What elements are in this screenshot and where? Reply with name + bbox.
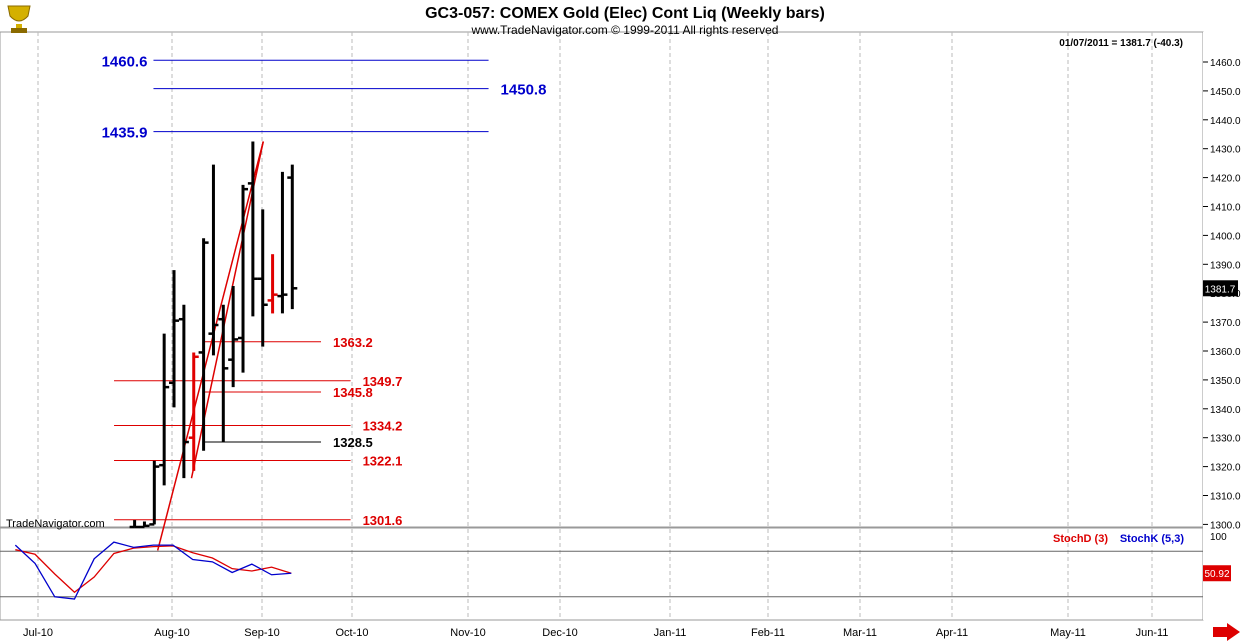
ohlc-bar [198, 238, 209, 451]
y-tick-label: 1300.0 [1210, 520, 1241, 531]
ohlc-bar [178, 304, 189, 479]
y-tick-label: 1320.0 [1210, 463, 1241, 474]
y-tick-label: 1350.0 [1210, 376, 1241, 387]
x-tick-label: Nov-10 [450, 627, 485, 639]
y-tick-label: 1410.0 [1210, 203, 1241, 214]
x-tick-label: Sep-10 [244, 627, 279, 639]
x-tick-label: Apr-11 [936, 627, 968, 639]
y-tick-label: 1400.0 [1210, 231, 1241, 242]
x-tick-label: Feb-11 [751, 627, 785, 639]
ohlc-bar [287, 164, 298, 310]
x-tick-label: Aug-10 [154, 627, 189, 639]
stochastic-layer [0, 541, 1203, 600]
axis-layer: Jul-10 Aug-10 Sep-10 Oct-10 Nov-10 Dec-10 Jan-… [23, 58, 1241, 639]
x-tick-label: May-11 [1050, 627, 1086, 639]
ohlc-bar [159, 333, 170, 486]
level-label: 1349.7 [363, 374, 403, 389]
ohlc-bar [228, 285, 239, 388]
chart-title: GC3-057: COMEX Gold (Elec) Cont Liq (Wee… [425, 5, 825, 22]
stoch-y-tick-label: 100 [1210, 532, 1227, 543]
ohlc-bar [218, 304, 229, 443]
ohlc-bar [247, 141, 258, 317]
x-tick-label: Oct-10 [335, 627, 368, 639]
x-tick-label: Jul-10 [23, 627, 53, 639]
y-tick-label: 1360.0 [1210, 347, 1241, 358]
logo-icon [7, 5, 31, 33]
level-label: 1460.6 [102, 53, 148, 70]
ohlc-bar [257, 209, 268, 347]
level-label: 1334.2 [363, 419, 403, 434]
last-price-info: 01/07/2011 = 1381.7 (-40.3) [1059, 38, 1183, 49]
price-axis [1203, 32, 1250, 620]
level-label: 1363.2 [333, 335, 373, 350]
level-label: 1322.1 [363, 454, 403, 469]
y-tick-label: 1420.0 [1210, 174, 1241, 185]
stoch-series-line-0 [15, 545, 292, 594]
level-label: 1301.6 [363, 513, 403, 528]
y-tick-label: 1460.0 [1210, 58, 1241, 69]
level-label: 1345.8 [333, 385, 373, 400]
stochastic-panel [0, 527, 1204, 621]
x-tick-label: Mar-11 [843, 627, 877, 639]
ohlc-bar [188, 352, 199, 471]
copyright-text: www.TradeNavigator.com © 1999-2011 All r… [471, 23, 779, 37]
stoch-value-label: 50.92 [1204, 569, 1229, 580]
x-tick-label: Dec-10 [542, 627, 577, 639]
y-tick-label: 1340.0 [1210, 405, 1241, 416]
ohlc-bar [139, 521, 150, 529]
y-tick-label: 1330.0 [1210, 434, 1241, 445]
x-tick-label: Jan-11 [654, 627, 687, 639]
y-tick-label: 1430.0 [1210, 145, 1241, 156]
ohlc-bar [277, 171, 288, 314]
watermark-text: TradeNavigator.com [6, 518, 105, 530]
level-label: 1450.8 [501, 82, 547, 99]
stoch-series-line-1 [14, 541, 292, 600]
ohlc-bar [129, 520, 140, 529]
x-tick-label: Jun-11 [1136, 627, 1169, 639]
legend-stoch-k: StochK (5,3) [1120, 533, 1185, 545]
last-price-label: 1381.7 [1205, 284, 1236, 295]
ohlc-bar [238, 184, 249, 373]
ohlc-bar [208, 164, 219, 356]
ohlc-bar [149, 460, 160, 526]
ohlc-bar-layer [129, 141, 298, 529]
trendline [156, 141, 265, 551]
legend-stoch-d: StochD (3) [1053, 533, 1108, 545]
y-tick-label: 1370.0 [1210, 318, 1241, 329]
y-tick-label: 1450.0 [1210, 87, 1241, 98]
scroll-right-arrow-icon[interactable] [1213, 623, 1240, 641]
stoch-value-badge [1203, 565, 1231, 582]
y-tick-label: 1310.0 [1210, 492, 1241, 503]
last-price-badge [1203, 280, 1238, 297]
y-tick-label: 1440.0 [1210, 116, 1241, 127]
ohlc-bar [169, 270, 180, 408]
ohlc-bar [267, 254, 278, 314]
y-tick-label: 1390.0 [1210, 260, 1241, 271]
level-label: 1435.9 [102, 125, 148, 142]
level-label: 1328.5 [333, 435, 373, 450]
price-panel [0, 31, 1204, 528]
